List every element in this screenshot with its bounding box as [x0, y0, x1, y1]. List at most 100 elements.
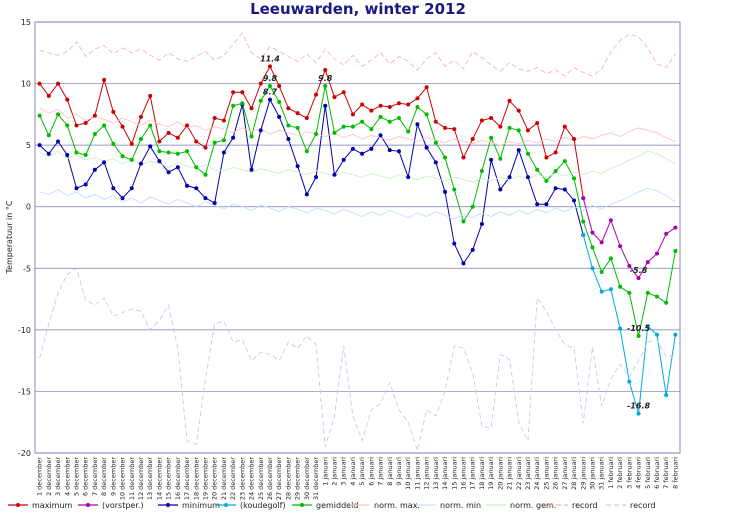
data-point: [378, 133, 383, 138]
data-point: [433, 119, 438, 124]
data-point: [544, 178, 549, 183]
data-point: [138, 136, 143, 141]
data-point: [185, 183, 190, 188]
data-point: [157, 139, 162, 144]
data-point: [378, 114, 383, 119]
x-tick-label: 20 januari: [496, 457, 504, 490]
x-tick-label: 24 januari: [533, 457, 541, 490]
data-point: [387, 104, 392, 109]
x-tick-label: 22 januari: [515, 457, 523, 490]
x-tick-label: 17 januari: [469, 457, 477, 490]
data-point: [295, 125, 300, 130]
x-tick-label: 5 januari: [358, 457, 366, 486]
data-point: [452, 241, 457, 246]
series-line: [39, 32, 676, 77]
data-point: [535, 167, 540, 172]
data-point: [378, 103, 383, 108]
y-tick-label: 10: [21, 80, 31, 89]
data-point: [396, 116, 401, 121]
data-point: [120, 154, 125, 159]
data-point: [433, 160, 438, 165]
x-tick-label: 3 januari: [340, 457, 348, 486]
legend-label: gemiddeld: [316, 501, 358, 510]
legend-label: record: [572, 501, 598, 510]
data-point: [673, 225, 678, 230]
data-point: [194, 186, 199, 191]
data-point: [590, 245, 595, 250]
x-tick-label: 11 januari: [413, 457, 421, 490]
data-point: [277, 84, 282, 89]
x-tick-label: 3 februari: [625, 457, 633, 489]
data-point: [74, 186, 79, 191]
data-point: [175, 135, 180, 140]
data-point: [360, 102, 365, 107]
data-point: [102, 77, 107, 82]
x-tick-label: 19 december: [201, 457, 209, 500]
x-tick-label: 18 december: [192, 457, 200, 500]
x-tick-label: 2 december: [45, 457, 53, 496]
legend-marker: [224, 503, 228, 507]
data-point: [599, 269, 604, 274]
data-point: [618, 244, 623, 249]
x-tick-label: 13 december: [146, 457, 154, 500]
series-line: [39, 85, 676, 337]
x-tick-label: 14 december: [155, 457, 163, 500]
data-point: [581, 219, 586, 224]
data-point: [360, 119, 365, 124]
data-point: [498, 187, 503, 192]
x-tick-label: 5 februari: [644, 457, 652, 489]
data-point: [553, 150, 558, 155]
data-point: [535, 202, 540, 207]
data-point: [507, 98, 512, 103]
x-tick-label: 8 december: [100, 457, 108, 496]
y-tick-label: -20: [18, 449, 31, 458]
data-point: [332, 95, 337, 100]
data-point: [185, 149, 190, 154]
data-point: [470, 204, 475, 209]
x-tick-label: 21 januari: [506, 457, 514, 490]
legend-label: norm. min: [440, 501, 481, 510]
data-point: [516, 128, 521, 133]
data-point: [627, 379, 632, 384]
legend-label: norm. max.: [374, 501, 420, 510]
data-point: [618, 284, 623, 289]
data-point: [581, 233, 586, 238]
data-point: [443, 155, 448, 160]
legend-marker: [166, 503, 170, 507]
x-tick-label: 6 februari: [653, 457, 661, 489]
series-line: [39, 187, 676, 220]
data-point: [92, 167, 97, 172]
series-line: [39, 267, 676, 453]
data-point: [175, 151, 180, 156]
x-tick-label: 3 december: [54, 457, 62, 496]
data-point: [286, 136, 291, 141]
data-point: [166, 170, 171, 175]
data-point: [525, 151, 530, 156]
data-label: 9.8: [318, 74, 333, 83]
data-point: [396, 149, 401, 154]
x-tick-label: 12 december: [137, 457, 145, 500]
data-point: [341, 90, 346, 95]
x-tick-label: 29 december: [294, 457, 302, 500]
x-tick-label: 27 december: [275, 457, 283, 500]
data-point: [102, 123, 107, 128]
data-point: [221, 150, 226, 155]
data-label: 9.8: [263, 74, 278, 83]
data-point: [258, 81, 263, 86]
series-line: [39, 150, 676, 183]
x-tick-label: 9 december: [109, 457, 117, 496]
data-point: [295, 164, 300, 169]
data-point: [111, 186, 116, 191]
data-point: [470, 136, 475, 141]
x-tick-label: 31 december: [312, 457, 320, 500]
data-point: [645, 324, 650, 329]
data-point: [415, 104, 420, 109]
data-point: [479, 169, 484, 174]
data-point: [120, 124, 125, 129]
x-tick-label: 2 januari: [330, 457, 338, 486]
data-point: [221, 138, 226, 143]
data-point: [221, 118, 226, 123]
legend-label: (koudegolf): [240, 501, 286, 510]
legend-marker: [300, 503, 304, 507]
data-point: [138, 114, 143, 119]
